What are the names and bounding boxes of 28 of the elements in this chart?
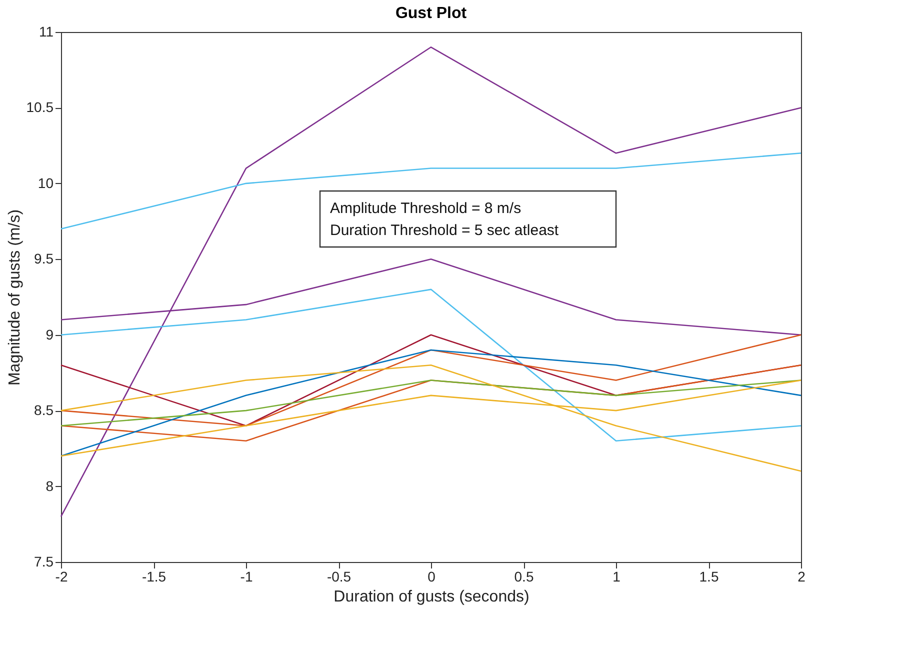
- x-axis-title: Duration of gusts (seconds): [334, 588, 530, 606]
- y-tick-label: 8: [46, 478, 54, 494]
- line-series: [60, 364, 802, 472]
- x-tick-label: 2: [798, 568, 806, 584]
- x-tick-label: 1: [612, 568, 621, 584]
- y-tick-label: 10: [38, 174, 54, 191]
- line-series: [60, 349, 802, 457]
- x-tick-label: -2: [55, 568, 68, 584]
- x-tick-label: 0: [428, 568, 436, 584]
- y-tick-label: 7.5: [34, 554, 54, 570]
- y-tick-label: 11: [38, 24, 54, 40]
- line-series: [60, 288, 802, 442]
- y-tick-label: 9.5: [34, 250, 54, 267]
- y-axis-title: Magnitude of gusts (m/s): [6, 209, 24, 386]
- line-series: [60, 334, 802, 426]
- x-tick-label: 1.5: [699, 568, 719, 584]
- x-tick-label: 0.5: [514, 568, 534, 584]
- x-tick-label: -0.5: [326, 568, 352, 584]
- line-series: [60, 46, 802, 518]
- chart-title: Gust Plot: [395, 5, 468, 22]
- x-tick-label: -1: [240, 568, 253, 584]
- y-tick-label: 9: [46, 326, 54, 342]
- line-series: [60, 380, 802, 426]
- y-tick-label: 10.5: [26, 99, 54, 116]
- annotation: Amplitude Threshold = 8 m/s: [330, 200, 522, 217]
- x-tick-label: -1.5: [142, 568, 166, 584]
- annotation: Duration Threshold = 5 sec atleast: [330, 222, 560, 239]
- y-tick-label: 8.5: [34, 402, 54, 418]
